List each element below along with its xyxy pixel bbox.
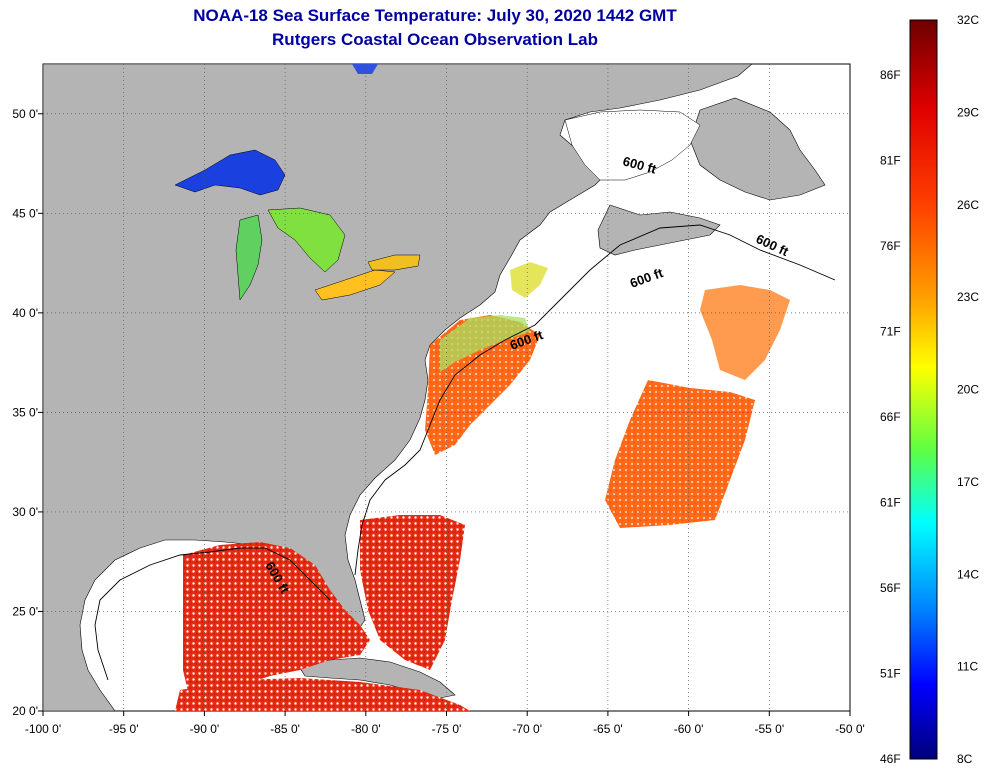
hudson-bay-fragment [352, 64, 378, 74]
lat-tick-label: 40 0' [12, 306, 38, 320]
colorbar-fahrenheit-label: 71F [880, 325, 901, 339]
colorbar-fahrenheit-labels: 86F 81F 76F 71F 66F 61F 56F 51F 46F [880, 68, 901, 766]
lake-erie [314, 269, 396, 301]
lake-superior [174, 149, 286, 196]
lat-tick-label: 20 0' [12, 704, 38, 718]
graticule [38, 64, 851, 716]
colorbar-celsius-label: 17C [957, 475, 979, 489]
lon-tick-label: -55 0' [754, 722, 784, 736]
lake-huron [267, 207, 346, 273]
land-nova-scotia [597, 204, 721, 256]
colorbar-fahrenheit-label: 61F [880, 496, 901, 510]
land-cuba [299, 657, 456, 699]
lon-tick-label: -60 0' [674, 722, 704, 736]
lake-ontario [367, 254, 421, 271]
sst-gulf-of-maine [510, 262, 548, 298]
colorbar-celsius-label: 29C [957, 105, 979, 119]
lake-michigan [235, 214, 263, 301]
colorbar [909, 19, 938, 760]
colorbar-celsius-label: 23C [957, 290, 979, 304]
longitude-axis: -100 0' -95 0' -90 0' -85 0' -80 0' -75 0' -70… [25, 722, 865, 736]
map-subtitle: Rutgers Coastal Ocean Observation Lab [272, 30, 598, 49]
sst-gulf-of-mexico [183, 542, 370, 700]
lat-tick-label: 30 0' [12, 505, 38, 519]
colorbar-fahrenheit-label: 56F [880, 581, 901, 595]
colorbar-celsius-label: 32C [957, 13, 979, 27]
lon-tick-label: -80 0' [351, 722, 381, 736]
colorbar-celsius-label: 8C [957, 752, 973, 766]
lat-tick-label: 25 0' [12, 604, 38, 618]
colorbar-fahrenheit-label: 66F [880, 410, 901, 424]
colorbar-fahrenheit-label: 51F [880, 667, 901, 681]
lon-tick-label: -70 0' [512, 722, 542, 736]
lat-tick-label: 50 0' [12, 107, 38, 121]
lon-tick-label: -50 0' [835, 722, 865, 736]
colorbar-fahrenheit-label: 86F [880, 68, 901, 82]
sst-caribbean [175, 678, 470, 711]
sst-southeast-atlantic [360, 515, 465, 670]
lon-tick-label: -75 0' [432, 722, 462, 736]
lat-tick-label: 45 0' [12, 206, 38, 220]
sst-gulf-stream-patch [605, 380, 755, 528]
colorbar-celsius-label: 26C [957, 198, 979, 212]
lon-tick-label: -95 0' [109, 722, 139, 736]
latitude-axis: 20 0' 25 0' 30 0' 35 0' 40 0' 45 0' 50 0' [12, 107, 38, 718]
lon-tick-label: -85 0' [270, 722, 300, 736]
map-title: NOAA-18 Sea Surface Temperature: July 30… [193, 6, 677, 25]
colorbar-celsius-label: 20C [957, 383, 979, 397]
gulf-st-lawrence [564, 109, 701, 181]
sst-northeast-patch [700, 285, 790, 380]
lat-tick-label: 35 0' [12, 405, 38, 419]
lon-tick-label: -100 0' [25, 722, 61, 736]
isobath-600ft [354, 224, 836, 576]
colorbar-fahrenheit-label: 46F [880, 752, 901, 766]
colorbar-celsius-label: 14C [957, 567, 979, 581]
isobath-600ft-gulf [94, 547, 331, 681]
sst-mid-atlantic-cool [440, 315, 530, 372]
land-newfoundland [689, 97, 826, 201]
lon-tick-label: -90 0' [190, 722, 220, 736]
lon-tick-label: -65 0' [593, 722, 623, 736]
colorbar-fahrenheit-label: 76F [880, 239, 901, 253]
colorbar-celsius-labels: 32C 29C 26C 23C 20C 17C 14C 11C 8C [957, 13, 979, 766]
colorbar-fahrenheit-label: 81F [880, 154, 901, 168]
colorbar-celsius-label: 11C [957, 660, 978, 674]
